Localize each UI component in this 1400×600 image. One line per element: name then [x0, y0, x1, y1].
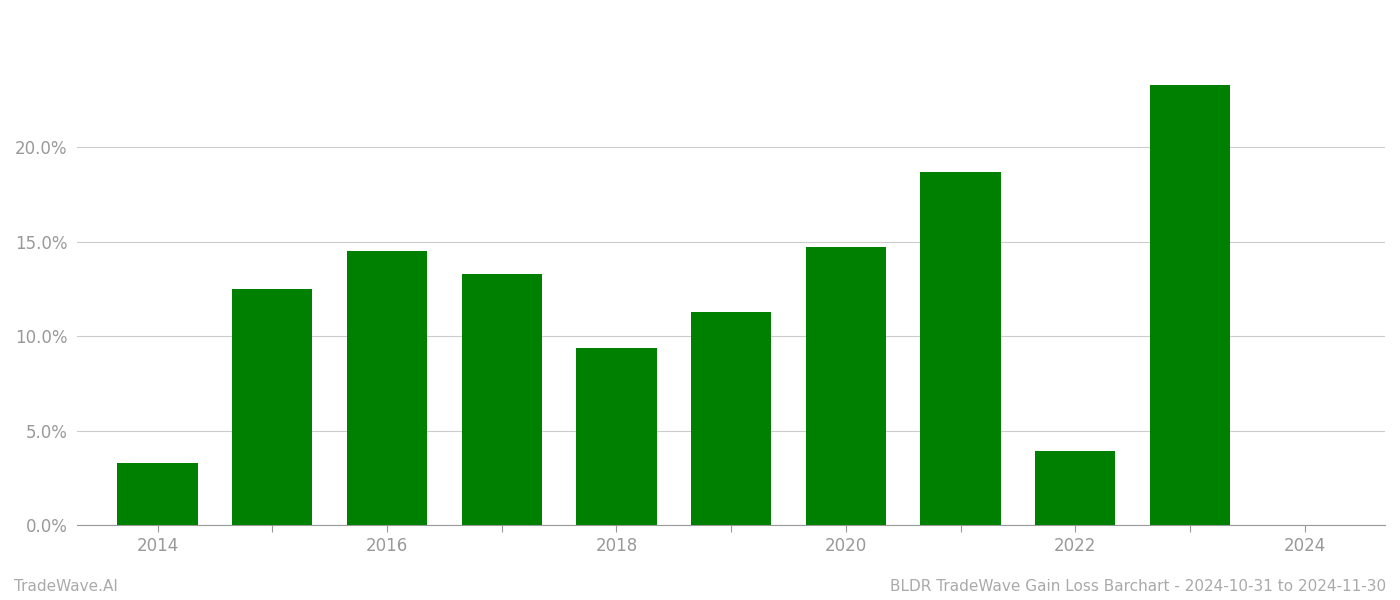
Bar	[1149, 85, 1231, 525]
Bar	[692, 311, 771, 525]
Bar	[1035, 451, 1116, 525]
Bar	[232, 289, 312, 525]
Bar	[347, 251, 427, 525]
Bar	[577, 347, 657, 525]
Bar	[118, 463, 197, 525]
Bar	[462, 274, 542, 525]
Bar	[920, 172, 1001, 525]
Text: TradeWave.AI: TradeWave.AI	[14, 579, 118, 594]
Text: BLDR TradeWave Gain Loss Barchart - 2024-10-31 to 2024-11-30: BLDR TradeWave Gain Loss Barchart - 2024…	[890, 579, 1386, 594]
Bar	[805, 247, 886, 525]
